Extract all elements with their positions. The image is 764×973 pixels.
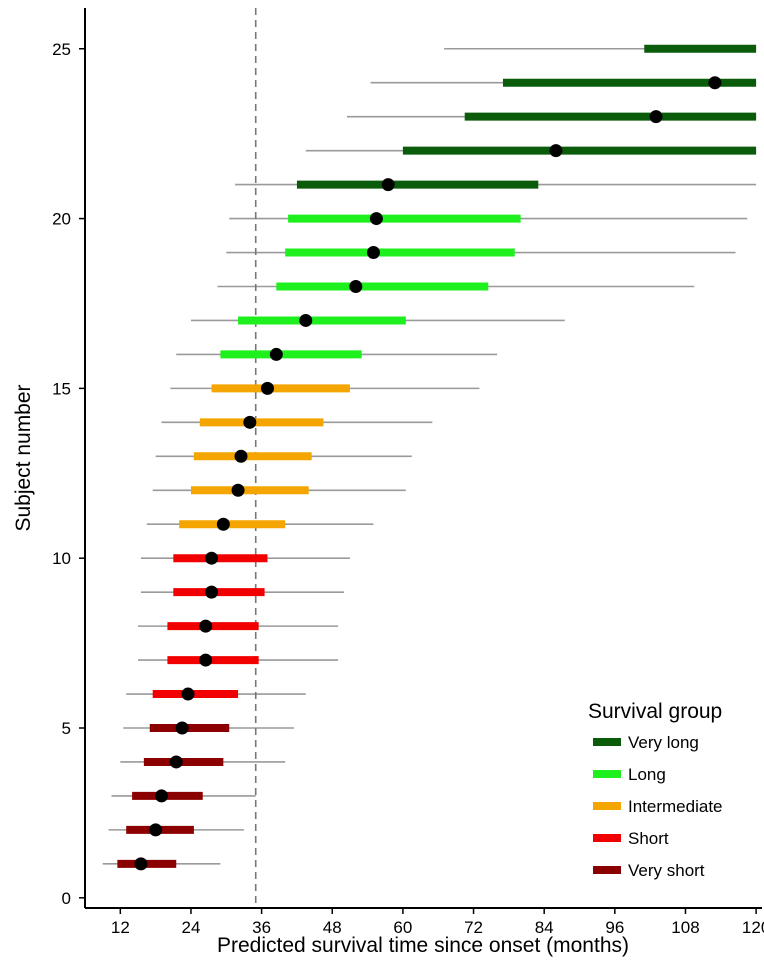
y-axis-title: Subject number: [12, 384, 35, 531]
median-point: [231, 483, 245, 497]
median-point: [199, 619, 213, 633]
x-tick-label: 108: [671, 918, 699, 937]
median-point: [205, 585, 219, 599]
y-tick-label: 5: [62, 719, 71, 738]
median-point: [649, 110, 663, 124]
legend-title: Survival group: [588, 700, 722, 723]
legend-label: Long: [628, 765, 666, 784]
y-tick-label: 0: [62, 889, 71, 908]
legend: Survival group Very long Long Intermediate…: [588, 700, 723, 880]
median-point: [549, 144, 563, 158]
median-point: [369, 212, 383, 226]
y-axis-ticks: 0 5 10 15 20 25: [52, 40, 85, 908]
x-tick-label: 84: [535, 918, 554, 937]
y-tick-label: 20: [52, 210, 71, 229]
x-axis-ticks: 12 24 36 48 60 72 84 96 108 120: [111, 908, 764, 937]
x-tick-label: 36: [252, 918, 271, 937]
y-tick-label: 25: [52, 40, 71, 59]
median-point: [349, 279, 363, 293]
median-point: [299, 313, 313, 327]
legend-label: Short: [628, 829, 669, 848]
x-axis-title: Predicted survival time since onset (mon…: [217, 934, 629, 957]
median-point: [366, 246, 380, 260]
y-tick-label: 15: [52, 379, 71, 398]
median-point: [175, 721, 189, 735]
legend-label: Intermediate: [628, 797, 723, 816]
plot-area: 12 24 36 48 60 72 84 96 108 120 0 5 10 15 20 25: [52, 8, 764, 937]
median-point: [243, 415, 257, 429]
x-tick-label: 60: [393, 918, 412, 937]
legend-label: Very short: [628, 861, 705, 880]
median-point: [134, 857, 148, 871]
median-point: [381, 178, 395, 192]
x-tick-label: 12: [111, 918, 130, 937]
median-point: [181, 687, 195, 701]
median-point: [269, 347, 283, 361]
y-tick-label: 10: [52, 549, 71, 568]
legend-label: Very long: [628, 733, 699, 752]
median-point: [708, 76, 722, 90]
median-point: [155, 789, 169, 803]
x-tick-label: 120: [742, 918, 764, 937]
x-tick-label: 24: [182, 918, 201, 937]
x-tick-label: 96: [605, 918, 624, 937]
median-point: [234, 449, 248, 463]
median-point: [260, 381, 274, 395]
median-point: [199, 653, 213, 667]
median-point: [149, 823, 163, 837]
median-point: [169, 755, 183, 769]
x-tick-label: 72: [464, 918, 483, 937]
median-point: [205, 551, 219, 565]
median-point: [216, 517, 230, 531]
x-tick-label: 48: [323, 918, 342, 937]
median-points: [134, 76, 722, 871]
